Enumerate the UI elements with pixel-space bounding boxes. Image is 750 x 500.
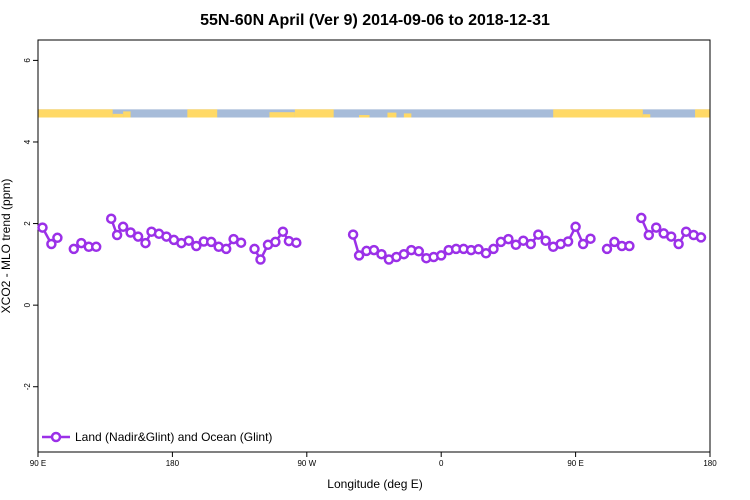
data-point: [624, 240, 635, 252]
data-point: [220, 243, 232, 255]
data-point: [665, 231, 677, 242]
data-point: [435, 250, 447, 261]
data-point: [205, 236, 217, 248]
series-layer: [37, 212, 707, 265]
land-region: [294, 109, 334, 118]
data-point: [52, 232, 63, 244]
data-point: [695, 232, 707, 243]
data-point: [255, 254, 266, 265]
x-tick-label: 90 E: [567, 459, 583, 468]
y-tick-label: 0: [23, 302, 32, 307]
data-point: [347, 229, 359, 240]
data-point: [111, 229, 123, 241]
y-tick-label: 6: [23, 58, 32, 63]
land-region: [387, 112, 397, 118]
data-point: [105, 213, 117, 224]
data-point: [191, 240, 202, 252]
data-point: [570, 221, 581, 233]
land-region: [553, 109, 643, 118]
land-region: [403, 113, 412, 118]
land-region: [123, 111, 131, 118]
data-point: [562, 236, 574, 247]
land-region: [642, 114, 651, 118]
y-axis-ticks: -2 0 2 4 6: [23, 58, 38, 391]
data-point: [353, 250, 365, 261]
data-point: [140, 237, 151, 249]
data-point: [398, 248, 410, 260]
x-tick-label: 180: [166, 459, 180, 468]
y-axis-label: XCO2 - MLO trend (ppm): [0, 179, 13, 314]
data-point: [117, 221, 129, 233]
data-point: [609, 236, 620, 248]
data-point: [577, 238, 589, 250]
plot-frame: [37, 39, 711, 453]
x-tick-label: 90 E: [30, 459, 46, 468]
data-point: [480, 248, 492, 259]
data-point: [525, 238, 537, 250]
data-point: [132, 231, 144, 242]
data-point: [650, 222, 662, 233]
land-region: [359, 115, 370, 118]
data-point: [291, 237, 302, 248]
data-point: [488, 243, 499, 255]
data-point: [413, 246, 425, 257]
data-point: [503, 233, 514, 245]
land-region: [695, 109, 710, 118]
land-ocean-strip: [38, 109, 710, 118]
data-point: [368, 244, 380, 256]
data-point: [636, 212, 647, 224]
legend-marker-swatch: [50, 431, 62, 443]
x-tick-label: 90 W: [297, 459, 316, 468]
data-point: [533, 229, 544, 240]
data-point: [183, 235, 195, 246]
data-point: [270, 236, 281, 248]
land-region: [187, 109, 218, 118]
data-point: [249, 243, 260, 255]
y-tick-label: -2: [23, 383, 32, 391]
data-point: [643, 229, 655, 241]
data-point: [510, 239, 522, 251]
data-point: [46, 238, 57, 250]
x-axis-label: Longitude (deg E): [327, 477, 422, 491]
data-point: [540, 235, 551, 246]
data-point: [235, 237, 247, 248]
data-point: [277, 226, 289, 237]
y-tick-label: 4: [23, 139, 32, 144]
data-point: [125, 227, 136, 238]
x-axis-ticks: 90 E 180 90 W 0 90 E 180: [30, 452, 717, 468]
x-tick-label: 0: [439, 459, 444, 468]
y-tick-label: 2: [23, 221, 32, 226]
data-point: [37, 222, 48, 233]
data-point: [585, 233, 596, 244]
legend: Land (Nadir&Glint) and Ocean (Glint): [42, 430, 272, 444]
data-point: [376, 248, 387, 260]
land-region: [269, 112, 295, 118]
land-region: [38, 109, 113, 118]
data-point: [673, 238, 684, 250]
x-tick-label: 180: [703, 459, 717, 468]
chart-title: 55N-60N April (Ver 9) 2014-09-06 to 2018…: [200, 12, 550, 29]
ocean-band: [38, 109, 710, 118]
data-point: [601, 243, 613, 255]
data-point: [473, 244, 484, 255]
legend-label: Land (Nadir&Glint) and Ocean (Glint): [75, 430, 272, 444]
land-region: [112, 113, 124, 118]
data-point: [68, 243, 80, 255]
data-point: [90, 241, 102, 253]
